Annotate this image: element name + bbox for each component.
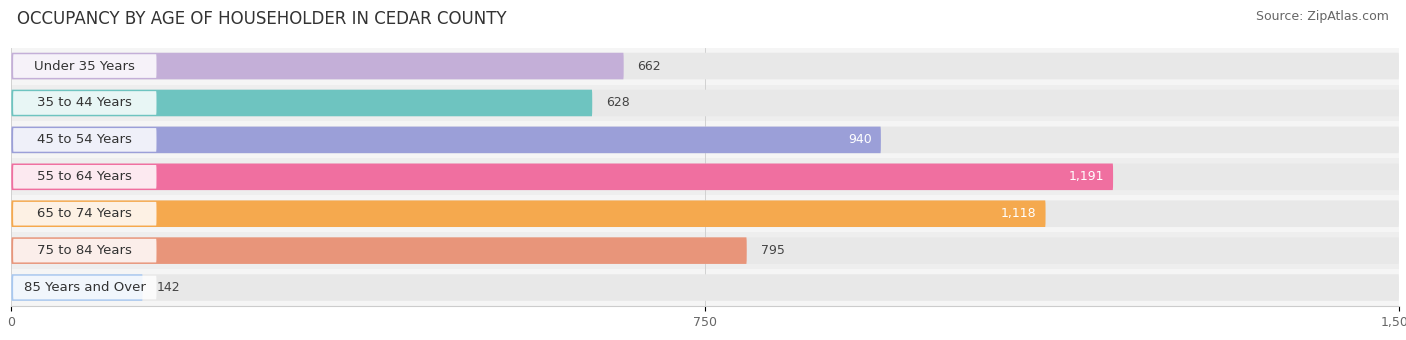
FancyBboxPatch shape (11, 164, 1114, 190)
FancyBboxPatch shape (11, 237, 747, 264)
FancyBboxPatch shape (11, 90, 592, 116)
FancyBboxPatch shape (11, 200, 1046, 227)
FancyBboxPatch shape (11, 200, 1399, 227)
FancyBboxPatch shape (11, 274, 1399, 301)
FancyBboxPatch shape (13, 202, 156, 225)
FancyBboxPatch shape (13, 128, 156, 152)
Text: OCCUPANCY BY AGE OF HOUSEHOLDER IN CEDAR COUNTY: OCCUPANCY BY AGE OF HOUSEHOLDER IN CEDAR… (17, 10, 506, 28)
Text: 795: 795 (761, 244, 785, 257)
Text: Under 35 Years: Under 35 Years (34, 59, 135, 72)
FancyBboxPatch shape (13, 91, 156, 115)
Text: 55 to 64 Years: 55 to 64 Years (38, 170, 132, 183)
FancyBboxPatch shape (11, 126, 882, 153)
FancyBboxPatch shape (11, 53, 624, 79)
Text: 65 to 74 Years: 65 to 74 Years (38, 207, 132, 220)
FancyBboxPatch shape (11, 164, 1399, 190)
FancyBboxPatch shape (11, 237, 1399, 264)
Bar (11, 195, 1399, 232)
Text: 85 Years and Over: 85 Years and Over (24, 281, 146, 294)
FancyBboxPatch shape (13, 54, 156, 78)
FancyBboxPatch shape (13, 239, 156, 262)
Bar (11, 269, 1399, 306)
FancyBboxPatch shape (13, 276, 156, 299)
Bar (11, 48, 1399, 85)
Text: 662: 662 (637, 59, 661, 72)
Text: 940: 940 (848, 133, 872, 147)
FancyBboxPatch shape (13, 165, 156, 189)
Text: 45 to 54 Years: 45 to 54 Years (38, 133, 132, 147)
Text: 1,191: 1,191 (1069, 170, 1104, 183)
Bar (11, 158, 1399, 195)
FancyBboxPatch shape (11, 53, 1399, 79)
Text: Source: ZipAtlas.com: Source: ZipAtlas.com (1256, 10, 1389, 23)
Text: 1,118: 1,118 (1001, 207, 1036, 220)
FancyBboxPatch shape (11, 274, 142, 301)
Bar (11, 121, 1399, 158)
Text: 75 to 84 Years: 75 to 84 Years (38, 244, 132, 257)
Bar (11, 232, 1399, 269)
Text: 628: 628 (606, 97, 630, 109)
FancyBboxPatch shape (11, 90, 1399, 116)
Text: 35 to 44 Years: 35 to 44 Years (38, 97, 132, 109)
Text: 142: 142 (156, 281, 180, 294)
FancyBboxPatch shape (11, 126, 1399, 153)
Bar (11, 85, 1399, 121)
